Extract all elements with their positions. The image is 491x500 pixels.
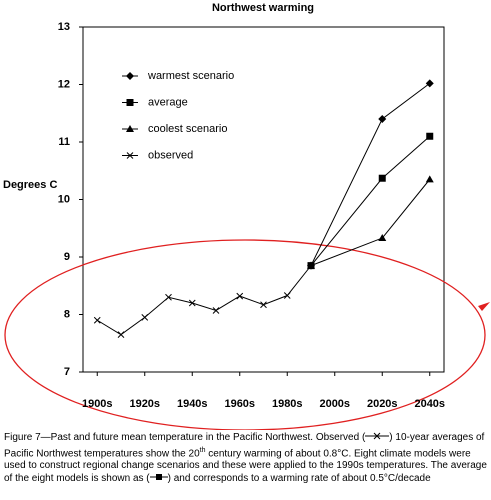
marker — [378, 115, 387, 123]
marker — [307, 262, 315, 269]
series-line — [96, 265, 312, 336]
y-tick-label: 9 — [64, 251, 70, 263]
y-tick-label: 12 — [58, 78, 70, 90]
marker — [283, 292, 291, 299]
observed-icon — [365, 432, 390, 440]
legend-marker — [126, 72, 134, 80]
plot-frame — [82, 26, 445, 373]
caption-text: century warming of about 0.8°C. Eight cl… — [4, 447, 487, 484]
legend-label: coolest scenario — [148, 123, 228, 135]
x-tick-label: 2040s — [414, 398, 445, 410]
y-tick-label: 13 — [58, 21, 70, 33]
annotation-arrowhead — [478, 302, 490, 311]
x-tick-label: 1900s — [82, 398, 113, 410]
x-tick-label: 2000s — [319, 398, 350, 410]
marker — [212, 307, 220, 314]
legend-marker — [126, 125, 134, 132]
caption-text: Figure 7—Past and future mean temperatur… — [4, 432, 366, 443]
legend-label: observed — [148, 149, 193, 161]
series-line — [310, 82, 431, 266]
legend-label: average — [148, 96, 188, 108]
marker — [93, 316, 101, 324]
x-tick-label: 1940s — [177, 398, 208, 410]
y-tick-label: 7 — [64, 366, 70, 378]
marker — [141, 314, 149, 321]
legend-marker — [126, 152, 134, 159]
x-tick-label: 1920s — [129, 398, 160, 410]
marker — [117, 331, 125, 338]
chart: Northwest warming Degrees C 7 8 9 10 11 12 13 1… — [3, 2, 490, 431]
caption: Figure 7—Past and future mean temperatur… — [4, 432, 488, 485]
marker — [378, 174, 386, 182]
y-axis-label: Degrees C — [3, 179, 57, 191]
y-tick-label: 8 — [64, 308, 70, 320]
marker — [378, 234, 387, 242]
marker — [165, 293, 172, 301]
marker — [260, 301, 267, 309]
caption-text: ) and corresponds to a warming rate of a… — [167, 472, 431, 484]
legend-marker — [126, 99, 134, 106]
marker — [426, 132, 434, 140]
marker — [188, 299, 196, 307]
y-tick-label: 11 — [58, 136, 70, 148]
x-tick-label: 1960s — [224, 398, 255, 410]
marker — [425, 175, 434, 183]
y-tick-label: 10 — [58, 193, 70, 205]
chart-title: Northwest warming — [212, 2, 314, 14]
x-tick-label: 2020s — [367, 398, 398, 410]
marker — [425, 79, 434, 88]
x-tick-label: 1980s — [272, 398, 303, 410]
caption-text: ) 10-year averages of Pacific Northwest … — [4, 432, 485, 459]
marker — [236, 292, 244, 300]
legend-label: warmest scenario — [147, 70, 234, 82]
caption-superscript: th — [199, 446, 206, 454]
average-icon — [149, 473, 168, 480]
